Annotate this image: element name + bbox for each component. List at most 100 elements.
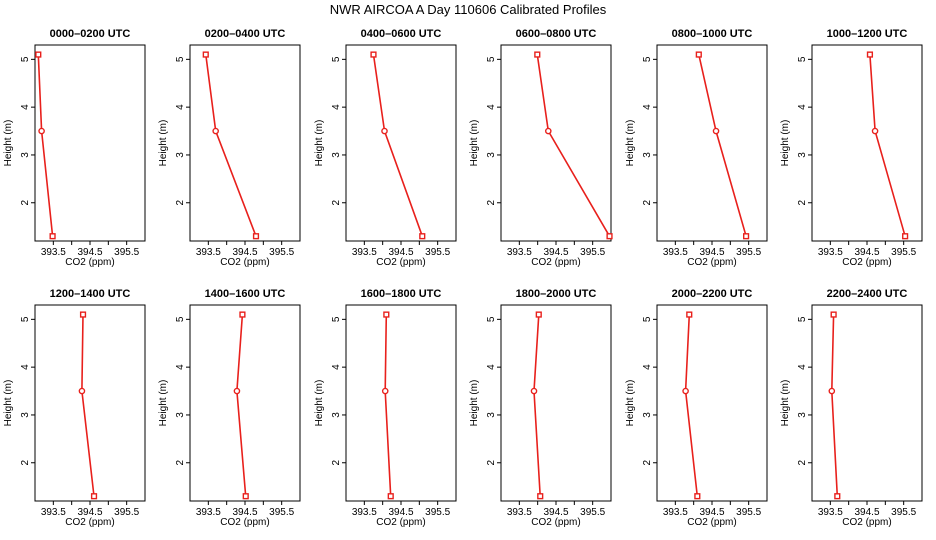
x-tick-label: 394.5	[77, 247, 102, 258]
data-point	[370, 51, 377, 58]
panel-title: 1400–1600 UTC	[205, 288, 286, 300]
data-point	[212, 127, 219, 135]
profile-line	[536, 54, 611, 237]
data-point	[866, 51, 874, 58]
y-tick-label: 3	[20, 412, 31, 418]
y-tick-label: 2	[486, 200, 497, 206]
y-tick-label: 5	[797, 316, 808, 322]
y-tick-label: 5	[20, 56, 31, 62]
y-tick-label: 5	[331, 316, 342, 322]
y-tick-label: 3	[175, 412, 186, 418]
plot-frame	[189, 304, 301, 502]
y-tick-label: 4	[20, 104, 31, 110]
x-tick-label: 393.5	[352, 507, 377, 518]
panel-title: 0800–1000 UTC	[672, 28, 753, 40]
plot-frame	[189, 44, 301, 242]
profile-line	[869, 54, 906, 237]
x-axis-label: CO2 (ppm)	[842, 517, 891, 528]
x-tick-label: 394.5	[232, 247, 257, 258]
data-point	[712, 127, 720, 135]
x-tick-label: 394.5	[854, 247, 879, 258]
data-point	[606, 233, 613, 240]
y-tick-label: 2	[797, 460, 808, 466]
figure-title: NWR AIRCOA A Day 110606 Calibrated Profi…	[330, 2, 607, 17]
x-tick-label: 395.5	[114, 507, 139, 518]
x-tick-label: 393.5	[507, 507, 532, 518]
x-tick-label: 394.5	[77, 507, 102, 518]
y-tick-label: 4	[642, 364, 653, 370]
panel-title: 1200–1400 UTC	[50, 288, 131, 300]
profile-panel: 0200–0400 UTC 393.5 394.5 395.5 2 3 4 5 CO2 (ppm…	[158, 28, 301, 268]
profile-panel: 0000–0200 UTC 393.5 394.5 395.5 2 3 4 5 CO2 (ppm…	[3, 28, 146, 268]
data-point	[38, 127, 45, 135]
profile-line	[81, 314, 95, 497]
x-tick-label: 395.5	[891, 247, 916, 258]
y-tick-label: 4	[175, 364, 186, 370]
data-point	[530, 387, 538, 395]
y-tick-label: 3	[331, 412, 342, 418]
panel-title: 0200–0400 UTC	[205, 28, 286, 40]
data-point	[233, 387, 241, 395]
profile-line	[372, 54, 424, 237]
plot-frame	[345, 304, 457, 502]
panel-title: 1800–2000 UTC	[516, 288, 597, 300]
x-axis-label: CO2 (ppm)	[376, 257, 425, 268]
data-point	[79, 311, 87, 318]
y-axis-label: Height (m)	[625, 380, 636, 427]
x-axis-label: CO2 (ppm)	[531, 517, 580, 528]
profile-line	[205, 54, 257, 237]
y-axis-label: Height (m)	[469, 380, 480, 427]
x-tick-label: 395.5	[269, 507, 294, 518]
y-tick-label: 2	[20, 200, 31, 206]
y-tick-label: 4	[642, 104, 653, 110]
data-point	[252, 233, 260, 240]
y-tick-label: 5	[175, 56, 186, 62]
profile-panel: 0800–1000 UTC 393.5 394.5 395.5 2 3 4 5 CO2 (ppm…	[625, 28, 768, 268]
y-tick-label: 3	[486, 152, 497, 158]
y-axis-label: Height (m)	[780, 380, 791, 427]
profile-line	[830, 314, 839, 497]
x-axis-label: CO2 (ppm)	[220, 257, 269, 268]
data-point	[694, 493, 701, 500]
x-tick-label: 394.5	[388, 247, 413, 258]
plot-frame	[811, 44, 923, 242]
plot-frame	[34, 304, 146, 502]
y-tick-label: 3	[642, 412, 653, 418]
y-tick-label: 4	[331, 104, 342, 110]
profile-line	[37, 54, 54, 237]
data-point	[49, 233, 56, 240]
x-axis-label: CO2 (ppm)	[65, 517, 114, 528]
data-point	[743, 233, 750, 240]
x-axis-label: CO2 (ppm)	[376, 517, 425, 528]
x-tick-label: 393.5	[818, 507, 843, 518]
y-tick-label: 2	[20, 460, 31, 466]
x-tick-label: 394.5	[854, 507, 879, 518]
profile-panel: 1400–1600 UTC 393.5 394.5 395.5 2 3 4 5 CO2 (ppm…	[158, 288, 301, 528]
x-axis-label: CO2 (ppm)	[531, 257, 580, 268]
profile-line	[698, 54, 747, 237]
y-axis-label: Height (m)	[780, 120, 791, 167]
y-tick-label: 5	[642, 316, 653, 322]
x-tick-label: 394.5	[699, 507, 724, 518]
y-tick-label: 4	[20, 364, 31, 370]
y-tick-label: 5	[642, 56, 653, 62]
profile-line	[236, 314, 247, 497]
panel-grid: 0000–0200 UTC 393.5 394.5 395.5 2 3 4 5 CO2 (ppm…	[3, 28, 923, 528]
data-point	[830, 311, 837, 318]
y-tick-label: 3	[20, 152, 31, 158]
profile-panel: 2200–2400 UTC 393.5 394.5 395.5 2 3 4 5 CO2 (ppm…	[780, 288, 923, 528]
data-point	[239, 311, 246, 318]
panel-title: 2000–2200 UTC	[672, 288, 753, 300]
x-tick-label: 395.5	[736, 507, 761, 518]
panel-title: 2200–2400 UTC	[827, 288, 908, 300]
y-tick-label: 4	[486, 104, 497, 110]
data-point	[381, 387, 389, 395]
y-tick-label: 4	[175, 104, 186, 110]
x-axis-label: CO2 (ppm)	[842, 257, 891, 268]
x-tick-label: 395.5	[736, 247, 761, 258]
y-tick-label: 5	[486, 56, 497, 62]
x-tick-label: 394.5	[543, 507, 568, 518]
y-tick-label: 2	[642, 460, 653, 466]
plot-frame	[656, 44, 768, 242]
